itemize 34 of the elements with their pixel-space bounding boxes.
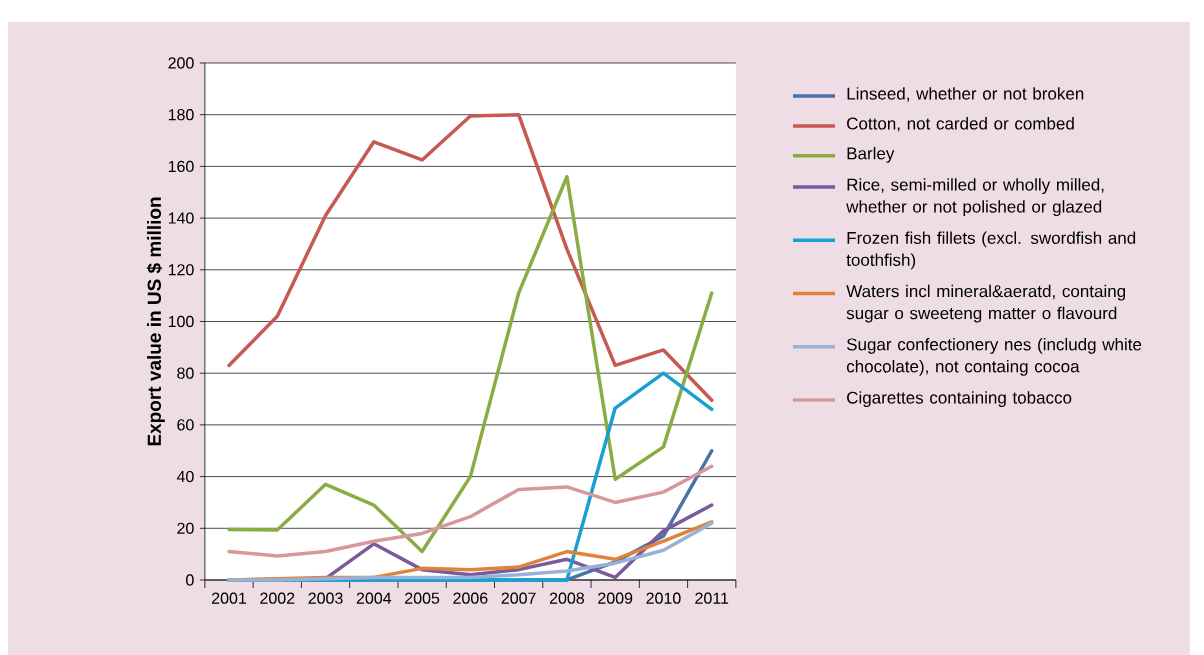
y-tick-label: 120 <box>168 264 194 276</box>
x-tick-label: 2010 <box>646 592 681 604</box>
legend-label: Frozen fish fillets (excl. swordfish and toothfish) <box>846 231 1136 270</box>
legend-label: Linseed, whether or not broken <box>847 87 1084 102</box>
line-series <box>227 464 714 558</box>
x-tick-label: 2006 <box>453 592 488 604</box>
y-tick-label: 60 <box>177 419 194 431</box>
x-tick-label: 2008 <box>549 592 585 604</box>
x-tick-label: 2002 <box>260 592 295 604</box>
y-tick-label: 200 <box>168 57 194 69</box>
y-tick-label: 160 <box>168 160 194 173</box>
x-tick-label: 2009 <box>598 592 633 604</box>
x-tick-label: 2004 <box>356 592 392 604</box>
x-tick-label: 2003 <box>308 592 343 604</box>
y-tick-label: 0 <box>186 574 194 586</box>
y-tick-label: 40 <box>176 470 194 483</box>
x-tick-label: 2007 <box>501 592 536 604</box>
x-tick-label: 2001 <box>212 592 247 604</box>
x-tick-label: 2011 <box>695 592 729 604</box>
y-tick-label: 100 <box>168 315 194 328</box>
legend-label: Waters incl mineral&aeratd, containg sugar o sweeteng matter o flavourd <box>846 284 1126 323</box>
legend-label: Cotton, not carded or combed <box>847 117 1074 132</box>
y-tick-label: 20 <box>177 522 194 534</box>
legend-label: Sugar confectionery nes (includg white chocolate), not containg cocoa <box>846 337 1142 376</box>
legend-label: Rice, semi-milled or wholly milled, whether or not polished or glazed <box>846 178 1104 217</box>
y-tick-label: 80 <box>177 367 194 379</box>
line-series <box>227 112 714 403</box>
y-tick-label: 140 <box>168 212 194 224</box>
y-axis-title: Export value in US $ million <box>146 197 165 446</box>
legend-label: Cigarettes containing tobacco <box>847 391 1072 408</box>
y-tick-label: 180 <box>168 109 194 121</box>
legend-label: Barley <box>847 146 895 163</box>
line-series <box>227 174 714 554</box>
x-tick-label: 2005 <box>405 592 440 604</box>
